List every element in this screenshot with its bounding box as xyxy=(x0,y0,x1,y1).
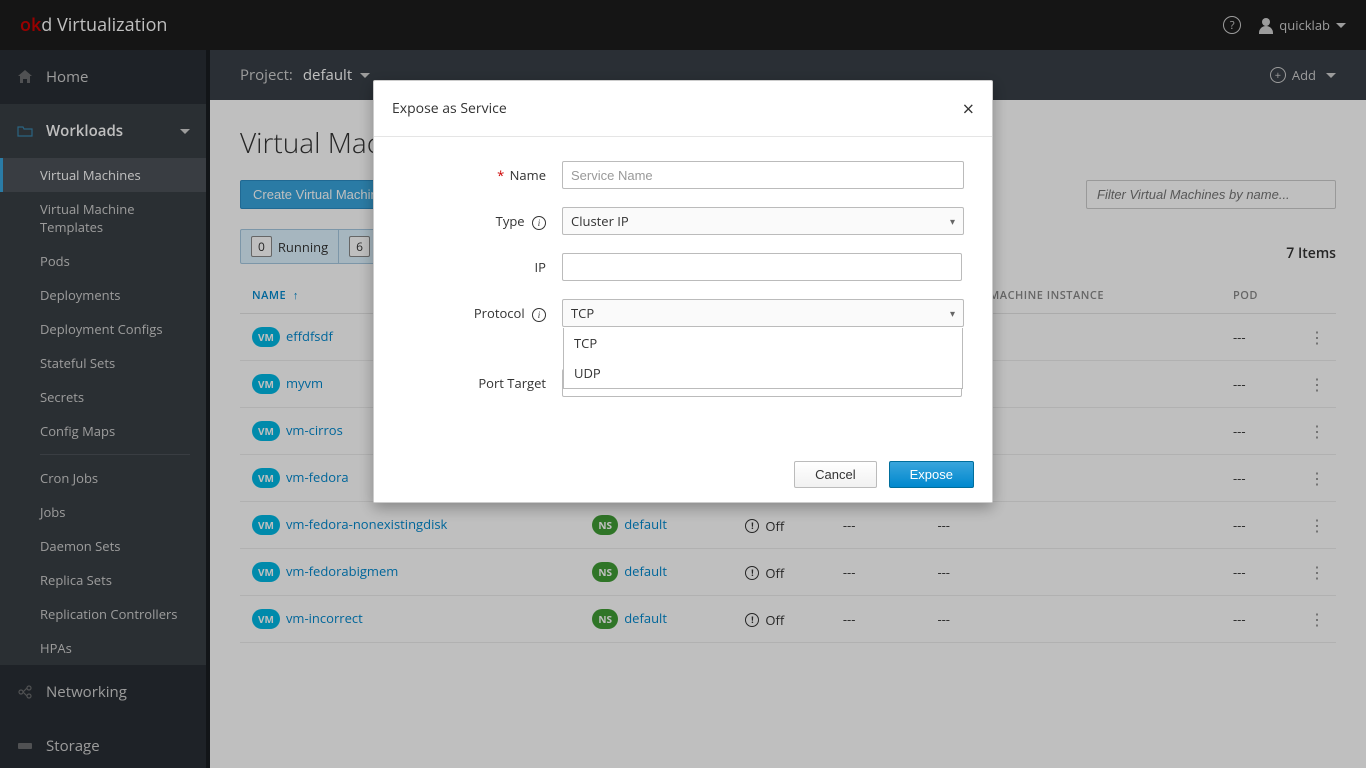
info-icon[interactable]: i xyxy=(532,308,546,322)
modal-title: Expose as Service xyxy=(392,99,507,118)
close-icon[interactable]: × xyxy=(963,95,974,122)
service-name-input[interactable] xyxy=(562,161,964,189)
expose-service-modal: Expose as Service × * Name Type i Cluste… xyxy=(373,80,993,503)
protocol-select[interactable]: TCP▾ TCPUDP xyxy=(562,299,964,327)
expose-button[interactable]: Expose xyxy=(889,461,974,488)
protocol-dropdown: TCPUDP xyxy=(563,328,963,389)
cancel-button[interactable]: Cancel xyxy=(794,461,876,488)
type-select[interactable]: Cluster IP▾ xyxy=(562,207,964,235)
ip-input[interactable] xyxy=(562,253,962,281)
info-icon[interactable]: i xyxy=(532,216,546,230)
protocol-option-udp[interactable]: UDP xyxy=(564,358,962,388)
protocol-option-tcp[interactable]: TCP xyxy=(564,328,962,358)
modal-overlay[interactable]: Expose as Service × * Name Type i Cluste… xyxy=(0,0,1366,768)
